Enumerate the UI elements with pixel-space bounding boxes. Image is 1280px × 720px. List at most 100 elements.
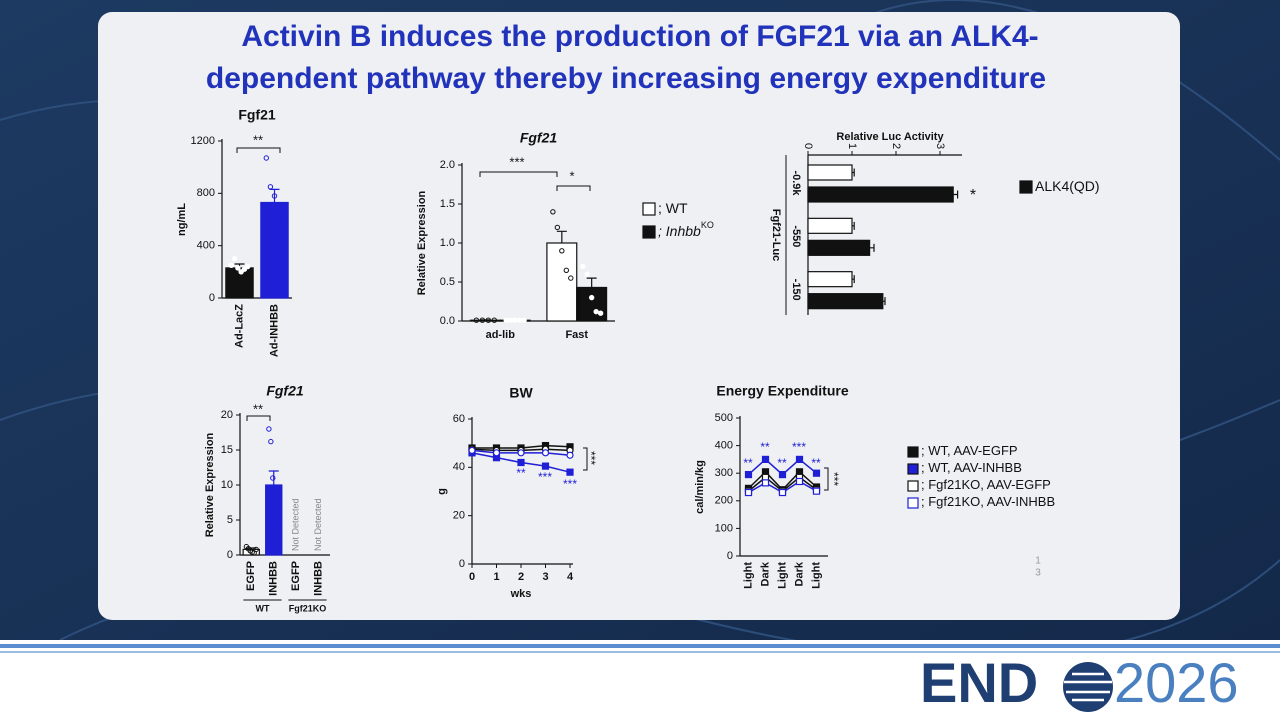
data-point: [266, 426, 272, 432]
x-tick-label: Dark: [793, 561, 805, 586]
data-point: [263, 155, 270, 161]
legend-label: ; WT: [658, 200, 688, 216]
footer-stripe: [0, 644, 1280, 648]
significance-bracket: [824, 467, 829, 491]
y-axis-label: Fgf21-Luc: [770, 209, 782, 262]
data-point: [588, 294, 595, 301]
y-tick-label: -550: [790, 225, 802, 247]
legend-swatch: [642, 225, 656, 239]
marker: [566, 468, 574, 476]
data-point: [516, 317, 523, 323]
legend-label: ; InhbbKO: [658, 220, 714, 238]
group-label: WT: [256, 603, 270, 613]
data-point: [507, 317, 514, 323]
y-tick-label: 20: [453, 510, 465, 522]
data-point: [275, 520, 282, 527]
marker: [795, 455, 804, 463]
logo-globe: [1063, 662, 1113, 712]
data-point: [593, 308, 599, 315]
x-tick-label: EGFP: [290, 561, 302, 591]
bar: [546, 242, 578, 322]
x-tick-label: Light: [776, 562, 788, 589]
significance-bracket: [556, 185, 591, 191]
y-tick-label: 5: [227, 514, 233, 526]
data-point: [279, 258, 286, 265]
data-point: [253, 546, 259, 553]
x-tick-label: Fast: [565, 329, 588, 341]
marker: [541, 449, 550, 457]
chart-title: Fgf21: [520, 130, 558, 146]
y-axis-label: Relative Expression: [204, 432, 216, 537]
y-tick-label: 1200: [191, 135, 215, 147]
marker: [541, 462, 550, 470]
legend-name: ; WT, AAV-INHBB: [921, 460, 1022, 475]
marker: [761, 479, 770, 487]
legend-swatch: [907, 463, 919, 475]
marker: [468, 446, 476, 455]
annotation: **: [760, 440, 770, 454]
x-tick-label: 3: [934, 143, 946, 149]
data-point: [267, 184, 274, 190]
marker: [517, 458, 525, 467]
bar: [807, 271, 853, 288]
significance-bracket: [246, 415, 271, 421]
page-number: 3: [1035, 568, 1041, 579]
data-point: [272, 503, 278, 509]
annotation: **: [516, 466, 526, 480]
marker: [492, 449, 501, 457]
annotation: **: [743, 456, 753, 470]
annotation: ***: [509, 154, 524, 169]
bar: [807, 239, 871, 256]
bar: [807, 186, 954, 203]
x-tick-label: Ad-LacZ: [233, 304, 245, 348]
data-point: [473, 317, 480, 323]
y-tick-label: 0: [727, 550, 733, 562]
data-point: [521, 317, 527, 323]
x-tick-label: ad-lib: [486, 329, 516, 341]
error-bar: [882, 297, 886, 306]
legend-swatch: [1019, 180, 1033, 194]
y-tick-label: 20: [221, 409, 233, 421]
footer-stripe: [0, 651, 1280, 653]
y-tick-label: 2.0: [440, 159, 455, 171]
data-point: [554, 224, 561, 231]
x-tick-label: 0: [469, 571, 475, 583]
annotation: ***: [538, 470, 552, 484]
legend-name: ; Fgf21KO, AAV-INHBB: [921, 494, 1055, 509]
y-axis-label: ng/mL: [176, 203, 188, 236]
bar: [807, 217, 853, 234]
legend-label: ; Fgf21KO, AAV-INHBB: [921, 494, 1055, 509]
marker: [744, 488, 753, 497]
annotation: ***: [584, 451, 598, 465]
y-tick-label: 0.5: [440, 276, 455, 288]
marker: [795, 477, 804, 486]
x-tick-label: Light: [810, 562, 822, 589]
legend-name: ; WT: [658, 200, 688, 216]
marker: [761, 455, 770, 463]
data-point: [235, 265, 241, 271]
data-point: [563, 267, 570, 273]
marker: [812, 469, 821, 477]
y-tick-label: 400: [715, 440, 733, 452]
data-point: [270, 475, 276, 481]
error-bar: [556, 230, 567, 243]
x-tick-label: INHBB: [313, 561, 325, 596]
legend-name: ; WT, AAV-EGFP: [921, 443, 1018, 458]
annotation: ***: [827, 472, 841, 486]
data-point: [550, 209, 556, 215]
legend-swatch: [907, 446, 919, 458]
value-label: Not Detected: [291, 498, 301, 551]
marker: [778, 470, 787, 479]
y-tick-label: 300: [715, 467, 733, 479]
marker: [778, 488, 787, 497]
x-tick-label: Dark: [759, 561, 771, 586]
y-tick-label: 100: [715, 522, 733, 534]
significance-bracket: [583, 447, 588, 471]
x-axis-label: wks: [510, 588, 532, 600]
bar: [260, 201, 289, 299]
x-tick-label: 0: [802, 143, 814, 149]
error-bar: [852, 168, 855, 177]
y-axis-label: g: [436, 488, 448, 495]
x-tick-label: Light: [742, 562, 754, 589]
y-tick-label: 0.0: [440, 315, 455, 327]
